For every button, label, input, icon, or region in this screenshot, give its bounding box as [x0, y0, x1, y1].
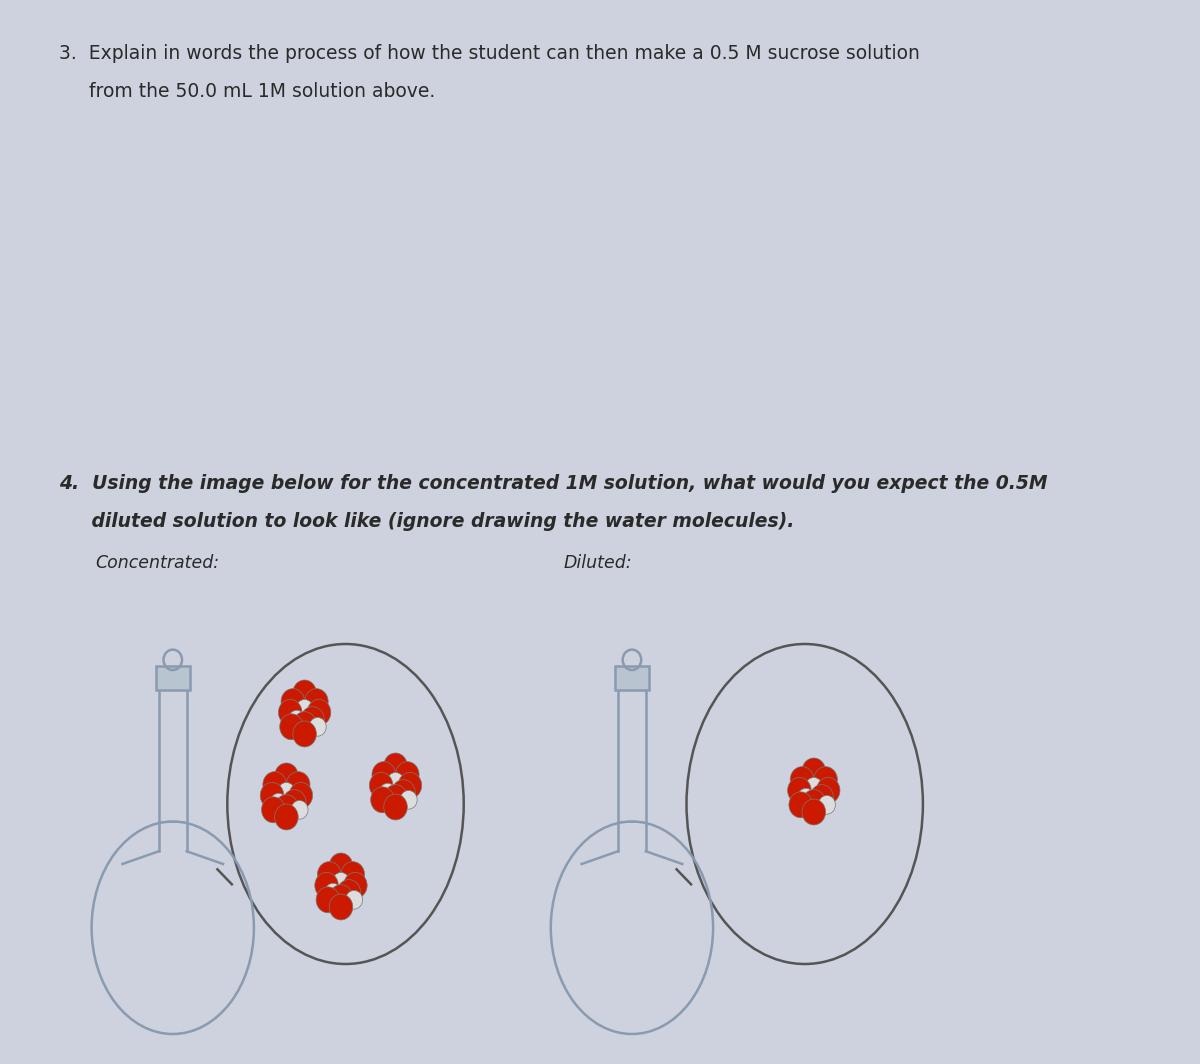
Circle shape: [400, 791, 418, 809]
Circle shape: [384, 753, 407, 779]
Circle shape: [318, 862, 341, 887]
Circle shape: [310, 717, 326, 736]
Circle shape: [287, 771, 310, 798]
Circle shape: [314, 872, 338, 898]
Circle shape: [343, 872, 367, 898]
Circle shape: [788, 792, 812, 818]
Circle shape: [329, 853, 353, 879]
Circle shape: [262, 797, 286, 822]
Circle shape: [388, 772, 404, 792]
Text: Concentrated:: Concentrated:: [96, 554, 220, 572]
Circle shape: [810, 784, 834, 811]
Circle shape: [296, 699, 313, 718]
Text: 4.  Using the image below for the concentrated 1M solution, what would you expec: 4. Using the image below for the concent…: [59, 473, 1048, 493]
Circle shape: [341, 862, 365, 887]
Circle shape: [275, 804, 299, 830]
Text: from the 50.0 mL 1M solution above.: from the 50.0 mL 1M solution above.: [59, 82, 436, 101]
Circle shape: [275, 763, 299, 788]
Circle shape: [384, 784, 407, 811]
Circle shape: [329, 884, 353, 911]
Circle shape: [787, 778, 811, 803]
Circle shape: [791, 767, 814, 793]
Circle shape: [292, 800, 308, 819]
Circle shape: [305, 688, 328, 715]
Circle shape: [288, 711, 305, 729]
Circle shape: [332, 872, 349, 892]
Circle shape: [346, 891, 362, 909]
Circle shape: [275, 795, 299, 820]
Circle shape: [816, 778, 840, 803]
Text: Diluted:: Diluted:: [564, 554, 632, 572]
Circle shape: [270, 794, 287, 812]
Circle shape: [281, 688, 305, 715]
Circle shape: [260, 782, 284, 809]
Circle shape: [301, 706, 324, 732]
Circle shape: [372, 762, 396, 787]
Circle shape: [805, 778, 822, 796]
Circle shape: [316, 886, 340, 913]
Circle shape: [379, 783, 396, 802]
Circle shape: [293, 712, 317, 737]
Circle shape: [329, 894, 353, 920]
Text: 3.  Explain in words the process of how the student can then make a 0.5 M sucros: 3. Explain in words the process of how t…: [59, 44, 920, 63]
Circle shape: [398, 772, 421, 798]
Circle shape: [280, 714, 304, 739]
Ellipse shape: [686, 644, 923, 964]
Circle shape: [263, 771, 287, 798]
Circle shape: [307, 699, 331, 726]
Circle shape: [278, 782, 295, 801]
Circle shape: [814, 767, 838, 793]
Circle shape: [384, 794, 407, 820]
Ellipse shape: [227, 644, 463, 964]
Circle shape: [802, 789, 826, 816]
Circle shape: [278, 699, 302, 726]
Circle shape: [370, 772, 392, 798]
Text: diluted solution to look like (ignore drawing the water molecules).: diluted solution to look like (ignore dr…: [59, 512, 794, 531]
Circle shape: [282, 789, 306, 816]
Circle shape: [371, 787, 395, 813]
Circle shape: [293, 721, 317, 747]
Circle shape: [802, 758, 826, 784]
FancyBboxPatch shape: [614, 666, 649, 689]
Circle shape: [289, 782, 313, 809]
Circle shape: [818, 796, 835, 814]
Circle shape: [293, 680, 317, 705]
Circle shape: [798, 788, 815, 807]
FancyBboxPatch shape: [156, 666, 190, 689]
Circle shape: [325, 883, 342, 902]
Circle shape: [337, 880, 361, 905]
Circle shape: [391, 780, 415, 805]
Circle shape: [396, 762, 419, 787]
Circle shape: [802, 799, 826, 825]
